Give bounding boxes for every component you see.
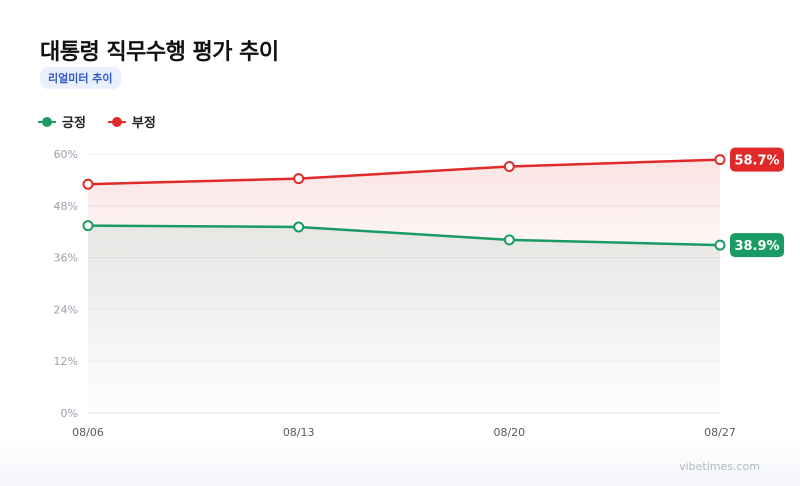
point-positive — [503, 234, 515, 246]
legend-swatch-negative — [107, 116, 126, 127]
legend-item-negative[interactable]: 부정 — [107, 112, 156, 131]
y-tick-label: 48% — [54, 200, 78, 213]
chart-title: 대통령 직무수행 평가 추이 — [40, 40, 279, 65]
y-tick-label: 0% — [61, 407, 78, 420]
end-label-negative: 58.7% — [730, 147, 784, 172]
footer-band — [0, 440, 800, 486]
x-tick-label: 08/27 — [704, 426, 736, 439]
point-positive — [82, 220, 94, 232]
point-negative — [82, 178, 94, 190]
line-negative — [86, 158, 722, 186]
legend-swatch-positive — [38, 116, 56, 127]
end-label-positive-bg — [730, 233, 784, 258]
source-badge: 리얼미터 추이 — [40, 67, 121, 89]
end-label-positive: 38.9% — [730, 233, 784, 258]
end-label-negative-bg — [730, 147, 784, 172]
legend-label-negative: 부정 — [131, 116, 156, 131]
x-tick-label: 08/20 — [493, 426, 525, 439]
x-tick-label: 08/06 — [72, 426, 104, 439]
y-tick-label: 12% — [54, 355, 78, 368]
y-tick-label: 36% — [54, 252, 78, 265]
point-positive — [293, 221, 305, 233]
y-tick-label: 24% — [54, 303, 78, 316]
legend-label-positive: 긍정 — [62, 116, 86, 131]
end-label-positive-text: 38.9% — [734, 239, 779, 254]
area-positive — [88, 225, 720, 413]
y-tick-label: 60% — [54, 148, 78, 161]
end-label-negative-text: 58.7% — [734, 154, 779, 169]
x-tick-label: 08/13 — [283, 426, 315, 439]
line-positive — [86, 224, 722, 247]
legend-item-positive[interactable]: 긍정 — [38, 112, 86, 131]
point-negative — [293, 173, 305, 185]
point-negative — [714, 154, 726, 166]
legend: 긍정 부정 — [38, 112, 156, 131]
point-negative — [503, 161, 515, 173]
watermark: vibetimes.com — [679, 460, 760, 473]
point-positive — [714, 239, 726, 251]
